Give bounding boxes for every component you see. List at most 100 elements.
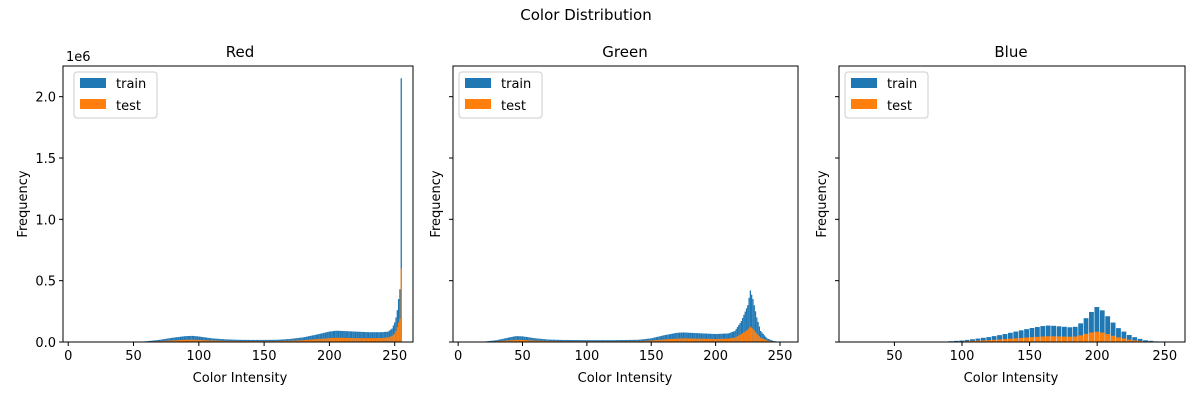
bar-test [1078, 335, 1084, 342]
bar-train [703, 333, 705, 342]
bar-train [1105, 316, 1111, 342]
bar-train [975, 338, 981, 342]
bar-train [644, 339, 646, 342]
bar-train [714, 334, 717, 342]
bar-test [337, 337, 340, 342]
bar-test [185, 339, 187, 342]
bar-train [1067, 327, 1073, 342]
bar-train [320, 333, 323, 342]
bar-train [734, 330, 736, 342]
bar-test [546, 340, 548, 342]
bar-test [760, 337, 762, 342]
bar-test [285, 340, 287, 342]
bar-test [752, 328, 754, 342]
bar-test [164, 340, 166, 342]
bar-test [1116, 337, 1121, 342]
bar-train [723, 333, 726, 342]
bar-train [507, 337, 509, 342]
bar-test [166, 340, 169, 342]
bar-train [181, 336, 183, 342]
bar-train [559, 339, 561, 342]
bar-train [686, 332, 688, 342]
bar-test [1132, 340, 1138, 342]
bar-train [646, 338, 649, 342]
bar-train [722, 333, 724, 342]
bar-train [547, 339, 549, 342]
bar-train [195, 336, 197, 342]
bar-train [609, 340, 611, 342]
bar-test [397, 322, 400, 342]
bar-train [587, 340, 589, 342]
bar-test [711, 338, 713, 342]
bar-train [199, 336, 201, 342]
bar-train [319, 333, 321, 342]
bar-train [675, 333, 677, 342]
bar-train [344, 331, 346, 342]
plot-frame [452, 65, 799, 343]
y-scale-label: 1e6 [66, 50, 91, 65]
bar-test [384, 337, 387, 342]
bar-train [394, 322, 396, 342]
bar-train [696, 333, 699, 342]
bar-test [731, 337, 733, 342]
bar-train [561, 339, 564, 342]
bar-train [731, 331, 733, 342]
bar-test [199, 339, 201, 342]
legend-swatch-train [80, 78, 106, 88]
bar-test [645, 340, 647, 342]
bar-train [591, 340, 593, 342]
bar-train [286, 339, 289, 342]
bar-train [384, 331, 387, 342]
bar-train [606, 340, 609, 342]
bar-train [640, 339, 642, 342]
bar-test [664, 339, 667, 342]
x-tick-label: 200 [703, 349, 728, 364]
bar-train [160, 339, 162, 342]
bar-train [515, 336, 517, 342]
bar-train [732, 331, 735, 342]
bar-train [660, 335, 663, 342]
bar-train [153, 340, 156, 342]
bar-test [769, 340, 771, 342]
bar-test [179, 340, 182, 342]
bar-test [175, 340, 178, 342]
bar-train [510, 337, 512, 342]
bar-train [574, 340, 576, 342]
bar-test [680, 338, 682, 342]
bar-train [600, 340, 602, 342]
bar-train [156, 340, 158, 342]
bar-test [181, 339, 183, 342]
bar-test [371, 338, 374, 342]
bar-train [613, 340, 615, 342]
bar-test [761, 338, 763, 342]
bar-train [519, 336, 521, 342]
bar-test [734, 337, 736, 342]
bar-train [165, 338, 167, 342]
bar-test [165, 340, 167, 342]
bar-test [707, 338, 709, 342]
bar-train [337, 330, 340, 342]
bar-test [667, 339, 669, 342]
bar-test [649, 340, 651, 342]
bar-train [303, 337, 306, 342]
bar-test [660, 339, 663, 342]
bar-test [356, 338, 358, 342]
bar-train [326, 332, 328, 342]
bar-train [672, 333, 674, 342]
bar-test [307, 339, 310, 342]
bar-train [330, 331, 332, 342]
bar-train [208, 337, 210, 342]
bar-train [293, 338, 295, 342]
bar-test [678, 338, 681, 342]
bar-train [216, 338, 218, 342]
bar-train [226, 339, 229, 342]
bar-train [997, 335, 1002, 342]
legend-swatch-train [851, 78, 877, 88]
bar-test [516, 339, 519, 342]
bar-test [754, 331, 757, 342]
bar-train [1110, 322, 1116, 342]
bar-test [229, 340, 231, 342]
bar-test [366, 338, 368, 342]
bar-test [685, 338, 687, 342]
bar-train [648, 338, 650, 342]
